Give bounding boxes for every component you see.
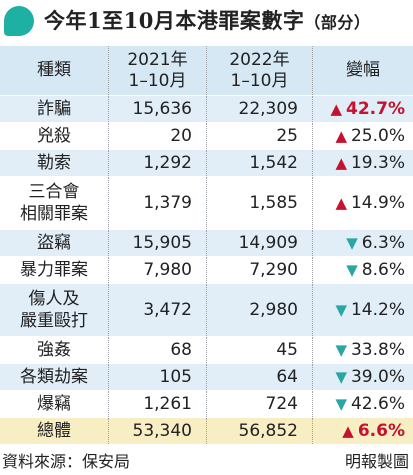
value-2022: 25: [206, 123, 312, 149]
value-2022: 724: [206, 391, 312, 417]
table-row: 爆竊 1,261 724 ▼ 42.6%: [0, 391, 413, 418]
crime-category: 詐騙: [37, 99, 71, 119]
change-cell: ▼ 6.3%: [312, 230, 413, 256]
crime-category: 各類劫案: [20, 367, 88, 387]
header-2021: 2021年 1–10月: [108, 46, 206, 95]
value-2022: 1,542: [206, 150, 312, 176]
total-row: 總體 53,340 56,852 ▲ 6.6%: [0, 418, 413, 445]
change-cell: ▲ 6.6%: [312, 418, 413, 444]
crime-category: 總體: [37, 421, 71, 441]
crime-category: 強姦: [37, 340, 71, 360]
crime-category: 兇殺: [37, 126, 71, 146]
down-triangle-icon: ▼: [335, 368, 347, 386]
value-2021: 1,261: [108, 391, 206, 417]
change-value: 6.3%: [361, 233, 405, 253]
table-row: 三合會 相關罪案 1,379 1,585 ▲ 14.9%: [0, 177, 413, 230]
change-cell: ▼ 33.8%: [312, 337, 413, 363]
crime-table: 種類 2021年 1–10月 2022年 1–10月 變幅 詐騙 15,636 22…: [0, 46, 413, 445]
page-subtitle: （部分）: [304, 13, 371, 32]
source-note: 資料來源：保安局: [2, 452, 131, 471]
table-row: 各類劫案 105 64 ▼ 39.0%: [0, 364, 413, 391]
change-value: 14.9%: [350, 193, 405, 213]
change-value: 6.6%: [357, 421, 405, 441]
value-2022: 22,309: [206, 96, 312, 122]
change-value: 42.6%: [350, 394, 405, 414]
value-2022: 2,980: [206, 284, 312, 336]
change-cell: ▼ 39.0%: [312, 364, 413, 390]
up-triangle-icon: ▲: [342, 422, 354, 440]
value-2022: 1,585: [206, 177, 312, 229]
change-value: 14.2%: [350, 300, 405, 320]
change-cell: ▲ 25.0%: [312, 123, 413, 149]
value-2021: 1,379: [108, 177, 206, 229]
up-triangle-icon: ▲: [335, 154, 347, 172]
table-row: 傷人及 嚴重毆打 3,472 2,980 ▼ 14.2%: [0, 284, 413, 337]
value-2022: 56,852: [206, 418, 312, 444]
down-triangle-icon: ▼: [335, 301, 347, 319]
table-header: 種類 2021年 1–10月 2022年 1–10月 變幅: [0, 46, 413, 96]
value-2022: 7,290: [206, 257, 312, 283]
table-row: 暴力罪案 7,980 7,290 ▼ 8.6%: [0, 257, 413, 284]
value-2022: 64: [206, 364, 312, 390]
value-2021: 68: [108, 337, 206, 363]
crime-category: 傷人及 嚴重毆打: [20, 289, 88, 331]
change-value: 8.6%: [361, 260, 405, 280]
down-triangle-icon: ▼: [335, 395, 347, 413]
table-row: 詐騙 15,636 22,309 ▲ 42.7%: [0, 96, 413, 123]
credit-note: 明報製圖: [344, 452, 409, 471]
value-2022: 14,909: [206, 230, 312, 256]
value-2021: 15,636: [108, 96, 206, 122]
crime-category: 爆竊: [37, 394, 71, 414]
change-cell: ▼ 14.2%: [312, 284, 413, 336]
table-row: 強姦 68 45 ▼ 33.8%: [0, 337, 413, 364]
down-triangle-icon: ▼: [346, 261, 358, 279]
title-bar: 今年1至10月本港罪案數字（部分）: [0, 0, 413, 46]
value-2022: 45: [206, 337, 312, 363]
up-triangle-icon: ▲: [330, 100, 343, 118]
footer: 資料來源：保安局 明報製圖: [0, 448, 413, 475]
change-cell: ▼ 8.6%: [312, 257, 413, 283]
value-2021: 1,292: [108, 150, 206, 176]
change-value: 25.0%: [350, 126, 405, 146]
crime-category: 三合會 相關罪案: [20, 182, 88, 224]
change-cell: ▲ 14.9%: [312, 177, 413, 229]
crime-category: 暴力罪案: [20, 260, 88, 280]
change-cell: ▲ 42.7%: [312, 96, 413, 122]
crime-category: 勒索: [37, 153, 71, 173]
change-value: 42.7%: [346, 99, 405, 119]
table-row: 盜竊 15,905 14,909 ▼ 6.3%: [0, 230, 413, 257]
change-cell: ▲ 19.3%: [312, 150, 413, 176]
value-2021: 20: [108, 123, 206, 149]
page-title: 今年1至10月本港罪案數字（部分）: [44, 8, 371, 33]
value-2021: 3,472: [108, 284, 206, 336]
value-2021: 15,905: [108, 230, 206, 256]
crime-category: 盜竊: [37, 233, 71, 253]
header-change: 變幅: [312, 46, 413, 95]
down-triangle-icon: ▼: [335, 341, 347, 359]
table-row: 兇殺 20 25 ▲ 25.0%: [0, 123, 413, 150]
header-2022: 2022年 1–10月: [206, 46, 312, 95]
up-triangle-icon: ▲: [335, 127, 347, 145]
up-triangle-icon: ▲: [335, 194, 347, 212]
value-2021: 7,980: [108, 257, 206, 283]
table-row: 勒索 1,292 1,542 ▲ 19.3%: [0, 150, 413, 177]
change-cell: ▼ 42.6%: [312, 391, 413, 417]
value-2021: 105: [108, 364, 206, 390]
change-value: 39.0%: [350, 367, 405, 387]
change-value: 33.8%: [350, 340, 405, 360]
change-value: 19.3%: [350, 153, 405, 173]
header-category: 種類: [37, 60, 71, 80]
speech-bubble-icon: [4, 6, 34, 36]
down-triangle-icon: ▼: [346, 234, 358, 252]
value-2021: 53,340: [108, 418, 206, 444]
